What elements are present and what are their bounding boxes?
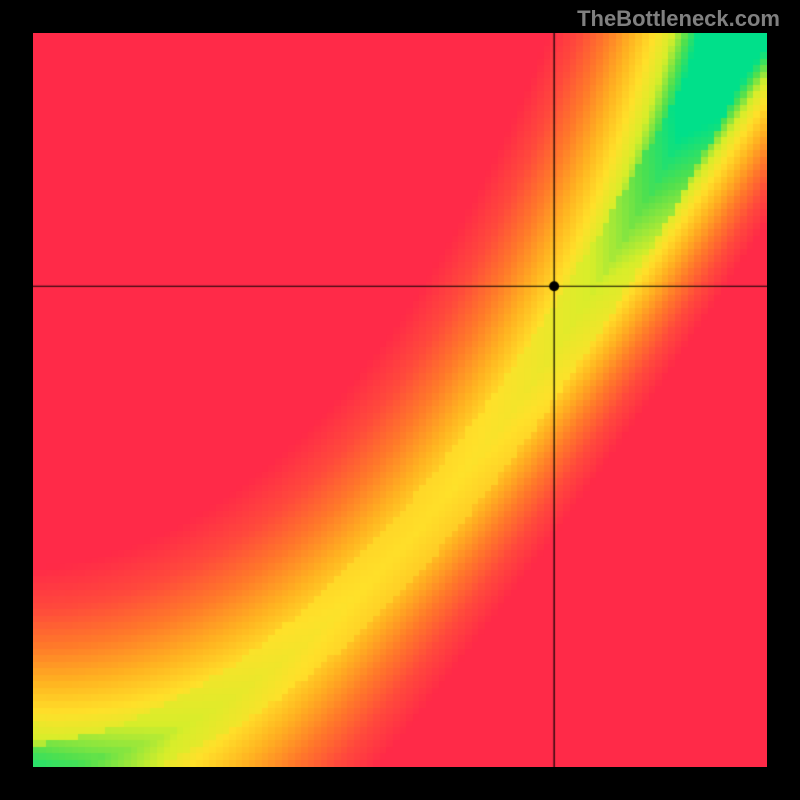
heatmap-plot bbox=[33, 33, 767, 767]
chart-container: TheBottleneck.com bbox=[0, 0, 800, 800]
attribution-label: TheBottleneck.com bbox=[577, 6, 780, 32]
heatmap-canvas bbox=[33, 33, 767, 767]
